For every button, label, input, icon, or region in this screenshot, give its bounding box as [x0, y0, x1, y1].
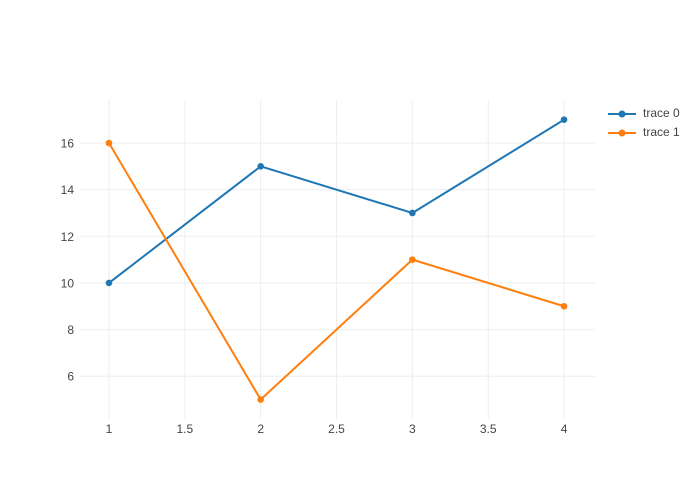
y-tick-label: 14 — [61, 183, 75, 197]
legend-item-trace-1[interactable]: trace 1 — [607, 123, 680, 142]
y-tick-label: 6 — [67, 370, 74, 384]
legend-label-trace-0: trace 0 — [643, 106, 680, 120]
legend: trace 0 trace 1 — [607, 104, 680, 142]
series-1-marker — [409, 256, 416, 263]
legend-line-marker-swatch — [608, 110, 636, 117]
series-0-marker — [257, 163, 264, 170]
y-tick-label: 12 — [61, 230, 75, 244]
series-line-0 — [107, 118, 566, 284]
y-tick-label: 10 — [61, 276, 75, 290]
legend-marker-sample — [618, 129, 626, 136]
legend-marker-sample — [618, 110, 626, 117]
x-tick-label: 1 — [106, 422, 113, 436]
series-1-marker — [560, 302, 568, 310]
x-tick-label: 3 — [409, 422, 416, 436]
series-0-marker — [560, 116, 568, 124]
legend-item-trace-0[interactable]: trace 0 — [607, 104, 680, 123]
x-tick-label: 1.5 — [176, 422, 193, 436]
series-1-marker — [105, 139, 113, 147]
legend-line-marker-swatch — [608, 129, 636, 136]
series-0-marker — [105, 279, 113, 287]
legend-label-trace-1: trace 1 — [643, 125, 680, 139]
x-tick-label: 4 — [561, 422, 568, 436]
series-1-marker — [257, 396, 264, 403]
x-tick-label: 3.5 — [480, 422, 497, 436]
series-0-marker — [409, 209, 416, 217]
y-tick-label: 16 — [61, 137, 75, 151]
series-line-1 — [107, 142, 566, 401]
y-tick-label: 8 — [67, 323, 74, 337]
x-tick-label: 2.5 — [328, 422, 345, 436]
x-tick-label: 2 — [257, 422, 264, 436]
